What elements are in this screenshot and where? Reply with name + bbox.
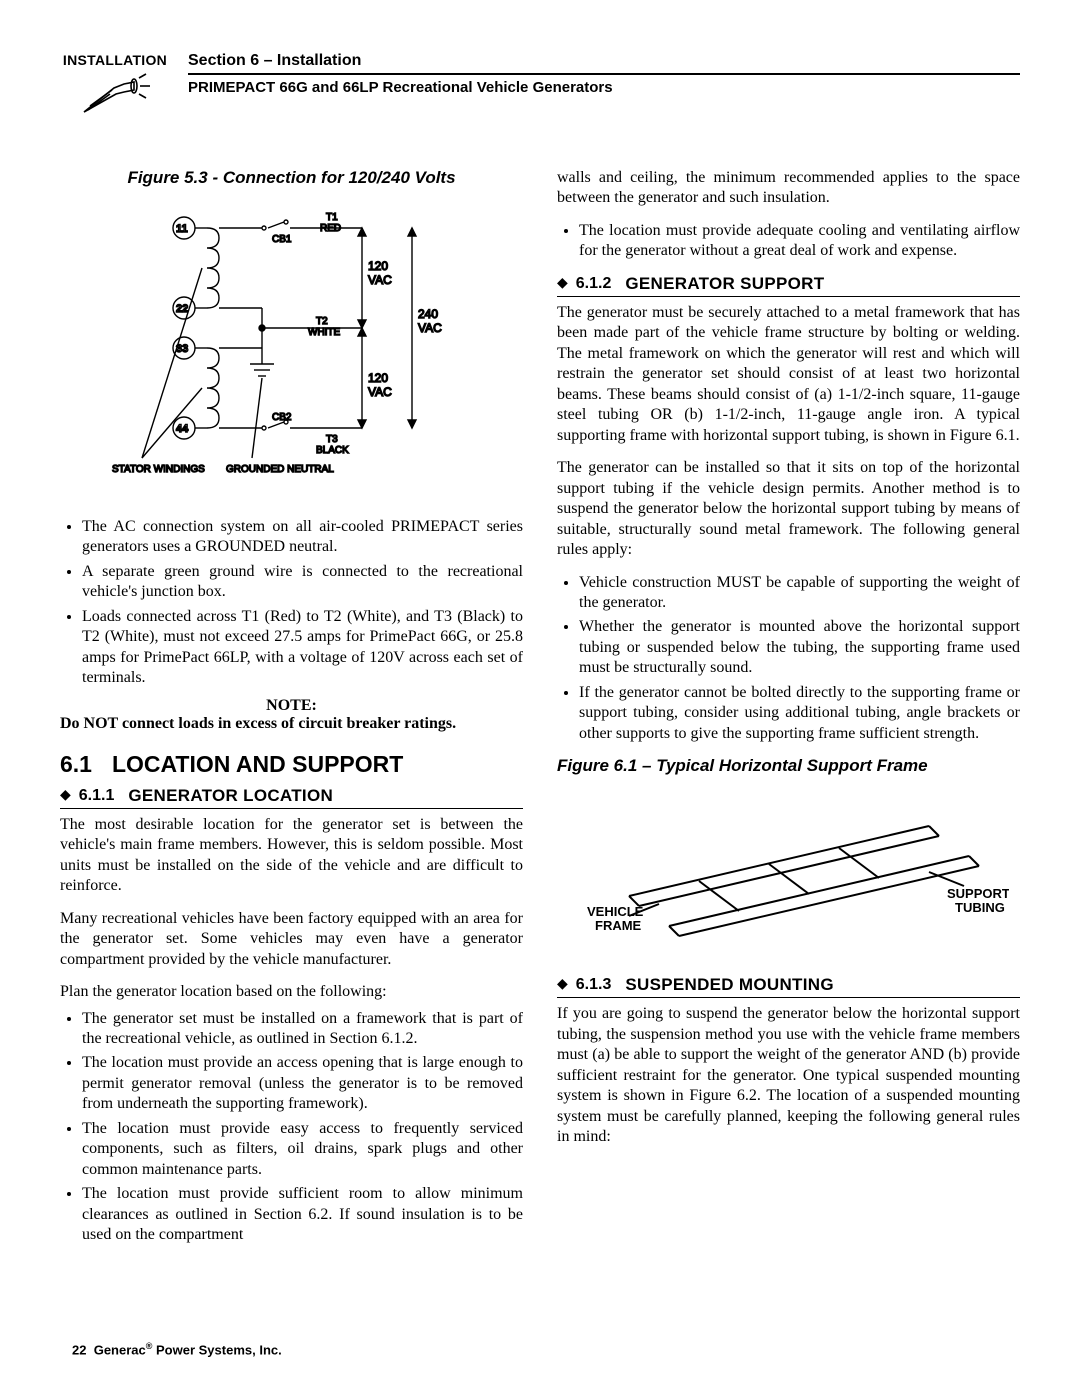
heading-text: LOCATION AND SUPPORT	[112, 751, 403, 778]
installation-label: INSTALLATION	[63, 52, 167, 68]
figure-6-1-title: Figure 6.1 – Typical Horizontal Support …	[557, 756, 1020, 776]
svg-text:T1: T1	[326, 212, 338, 223]
figure-5-3-title: Figure 5.3 - Connection for 120/240 Volt…	[60, 168, 523, 188]
svg-text:44: 44	[176, 423, 189, 435]
page-footer: 22 Generac® Power Systems, Inc.	[72, 1341, 282, 1357]
header-subtitle: PRIMEPACT 66G and 66LP Recreational Vehi…	[188, 77, 1020, 96]
svg-text:FRAME: FRAME	[595, 918, 642, 933]
list-item: The location must provide easy access to…	[82, 1119, 523, 1180]
list-item: A separate green ground wire is connecte…	[82, 562, 523, 603]
svg-text:VEHICLE: VEHICLE	[587, 904, 644, 919]
installation-badge: INSTALLATION	[60, 52, 170, 120]
paragraph: The generator can be installed so that i…	[557, 458, 1020, 560]
note-text: Do NOT connect loads in excess of circui…	[60, 715, 523, 733]
svg-text:VAC: VAC	[368, 273, 392, 287]
list-item: The location must provide an access open…	[82, 1053, 523, 1114]
svg-text:RED: RED	[320, 223, 341, 234]
svg-text:CB2: CB2	[272, 412, 292, 423]
svg-text:120: 120	[368, 371, 388, 385]
wiring-diagram-icon: CB1 T1 RED T2 WHITE	[102, 198, 482, 498]
heading-6-1-2: ◆ 6.1.2 GENERATOR SUPPORT	[557, 274, 1020, 297]
svg-text:VAC: VAC	[418, 321, 442, 335]
paragraph: The most desirable location for the gene…	[60, 815, 523, 897]
list-item: The AC connection system on all air-cool…	[82, 517, 523, 558]
heading-text: SUSPENDED MOUNTING	[625, 975, 833, 995]
location-list-cont: The location must provide adequate cooli…	[557, 221, 1020, 262]
list-item: The generator set must be installed on a…	[82, 1009, 523, 1050]
page-number: 22	[72, 1342, 86, 1357]
heading-number: 6.1	[60, 751, 92, 778]
svg-text:CB1: CB1	[272, 234, 292, 245]
flashlight-icon	[76, 70, 154, 120]
heading-6-1: 6.1 LOCATION AND SUPPORT	[60, 751, 523, 778]
footer-suffix: Power Systems, Inc.	[152, 1342, 281, 1357]
footer-brand: Generac	[94, 1342, 146, 1357]
list-item: Vehicle construction MUST be capable of …	[579, 573, 1020, 614]
svg-text:WHITE: WHITE	[308, 327, 341, 338]
paragraph: The generator must be securely attached …	[557, 303, 1020, 446]
list-item: Whether the generator is mounted above t…	[579, 617, 1020, 678]
diamond-icon: ◆	[557, 978, 568, 992]
svg-text:T2: T2	[316, 316, 328, 327]
right-column: walls and ceiling, the minimum recommend…	[557, 168, 1020, 1258]
left-column: Figure 5.3 - Connection for 120/240 Volt…	[60, 168, 523, 1258]
figure-5-3: CB1 T1 RED T2 WHITE	[60, 198, 523, 503]
list-item: The location must provide adequate cooli…	[579, 221, 1020, 262]
list-item: If the generator cannot be bolted direct…	[579, 683, 1020, 744]
paragraph: Plan the generator location based on the…	[60, 982, 523, 1002]
support-frame-icon: VEHICLE FRAME SUPPORT TUBING	[569, 786, 1009, 956]
ac-connection-list: The AC connection system on all air-cool…	[60, 517, 523, 689]
list-item: Loads connected across T1 (Red) to T2 (W…	[82, 607, 523, 689]
page-header: INSTALLATION Section 6 – Installation PR…	[60, 52, 1020, 120]
svg-text:STATOR WINDINGS: STATOR WINDINGS	[112, 464, 205, 475]
heading-text: GENERATOR LOCATION	[128, 786, 333, 806]
svg-text:GROUNDED NEUTRAL: GROUNDED NEUTRAL	[226, 464, 334, 475]
svg-text:TUBING: TUBING	[955, 900, 1005, 915]
paragraph: Many recreational vehicles have been fac…	[60, 909, 523, 970]
heading-6-1-1: ◆ 6.1.1 GENERATOR LOCATION	[60, 786, 523, 809]
list-item: The location must provide sufficient roo…	[82, 1184, 523, 1245]
diamond-icon: ◆	[557, 277, 568, 291]
heading-6-1-3: ◆ 6.1.3 SUSPENDED MOUNTING	[557, 975, 1020, 998]
svg-text:240: 240	[418, 307, 438, 321]
heading-number: 6.1.1	[79, 787, 115, 805]
svg-text:11: 11	[176, 223, 188, 235]
support-rules-list: Vehicle construction MUST be capable of …	[557, 573, 1020, 745]
heading-text: GENERATOR SUPPORT	[625, 274, 824, 294]
figure-6-1: VEHICLE FRAME SUPPORT TUBING	[557, 786, 1020, 961]
svg-text:VAC: VAC	[368, 385, 392, 399]
section-title: Section 6 – Installation	[188, 52, 1020, 75]
paragraph: walls and ceiling, the minimum recommend…	[557, 168, 1020, 209]
svg-text:BLACK: BLACK	[316, 445, 349, 456]
diamond-icon: ◆	[60, 789, 71, 803]
location-list: The generator set must be installed on a…	[60, 1009, 523, 1246]
svg-text:SUPPORT: SUPPORT	[947, 886, 1009, 901]
heading-number: 6.1.2	[576, 275, 612, 293]
svg-text:T3: T3	[326, 434, 338, 445]
paragraph: If you are going to suspend the generato…	[557, 1004, 1020, 1147]
heading-number: 6.1.3	[576, 976, 612, 994]
note-label: NOTE:	[60, 697, 523, 715]
svg-text:22: 22	[176, 303, 188, 315]
svg-text:120: 120	[368, 259, 388, 273]
